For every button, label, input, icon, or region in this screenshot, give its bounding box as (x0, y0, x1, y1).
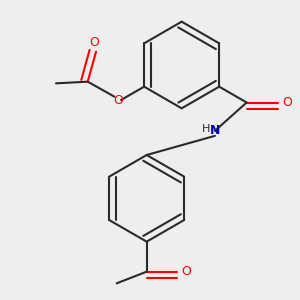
Text: O: O (89, 36, 99, 49)
Text: N: N (210, 124, 220, 137)
Text: O: O (283, 96, 292, 109)
Text: H: H (201, 124, 210, 134)
Text: O: O (113, 94, 123, 106)
Text: O: O (182, 265, 192, 278)
